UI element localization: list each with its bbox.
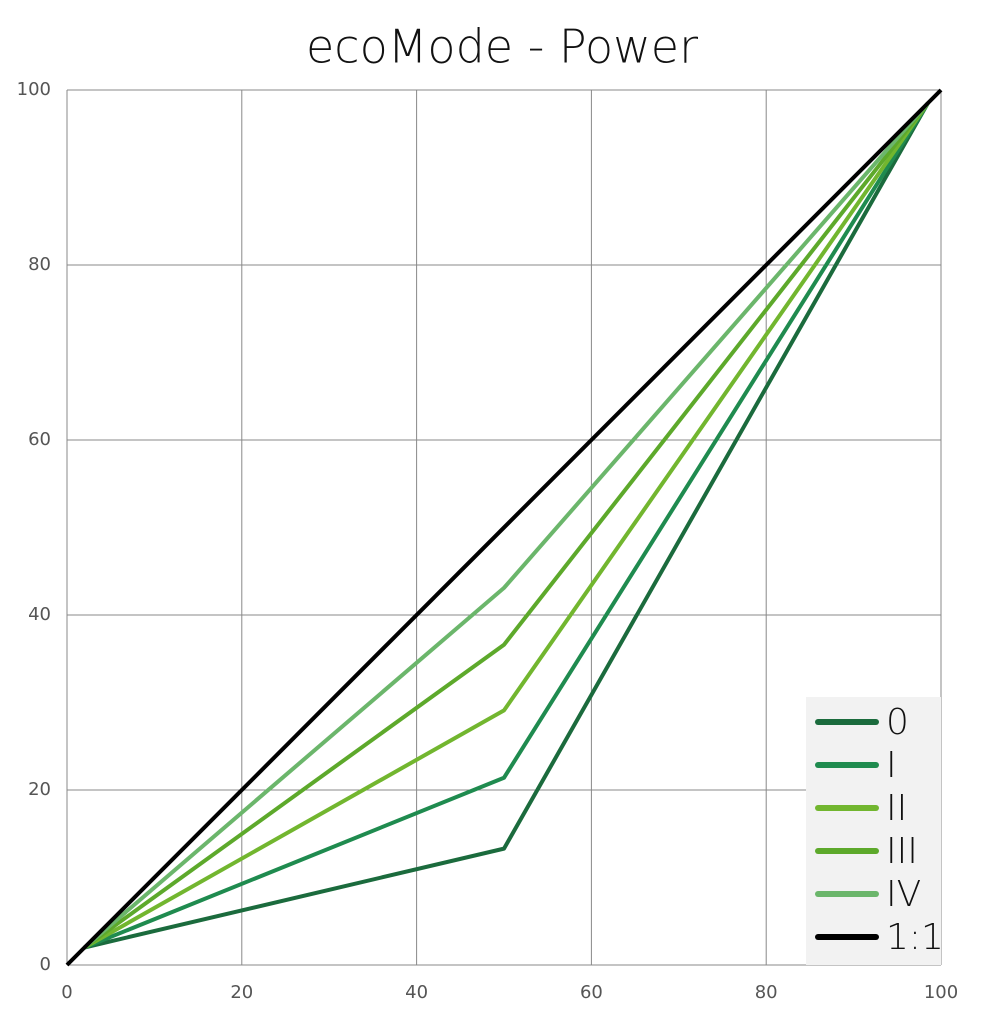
y-tick-label: 40	[28, 604, 51, 625]
series-line	[84, 102, 930, 950]
legend-label: II	[886, 788, 907, 829]
x-tick-label: 80	[755, 982, 778, 1003]
y-tick-label: 0	[40, 954, 51, 975]
legend-box	[806, 697, 941, 965]
x-tick-label: 40	[405, 982, 428, 1003]
x-tick-label: 100	[924, 982, 958, 1003]
series-line	[83, 102, 930, 950]
y-tick-label: 80	[28, 254, 51, 275]
x-tick-label: 20	[230, 982, 253, 1003]
legend-label: 0	[886, 702, 909, 743]
series-line	[83, 101, 930, 950]
series-line	[83, 101, 930, 950]
series-line	[83, 101, 930, 950]
series-line	[65, 88, 943, 967]
x-tick-label: 0	[61, 982, 72, 1003]
y-tick-label: 100	[17, 79, 51, 100]
y-tick-label: 60	[28, 429, 51, 450]
y-tick-label: 20	[28, 779, 51, 800]
legend-label: III	[886, 831, 918, 872]
legend-label: I	[886, 745, 897, 786]
x-tick-label: 60	[580, 982, 603, 1003]
legend-label: IV	[886, 874, 921, 915]
chart-title: ecoMode - Power	[306, 20, 698, 74]
legend-label: 1:1	[886, 917, 944, 958]
